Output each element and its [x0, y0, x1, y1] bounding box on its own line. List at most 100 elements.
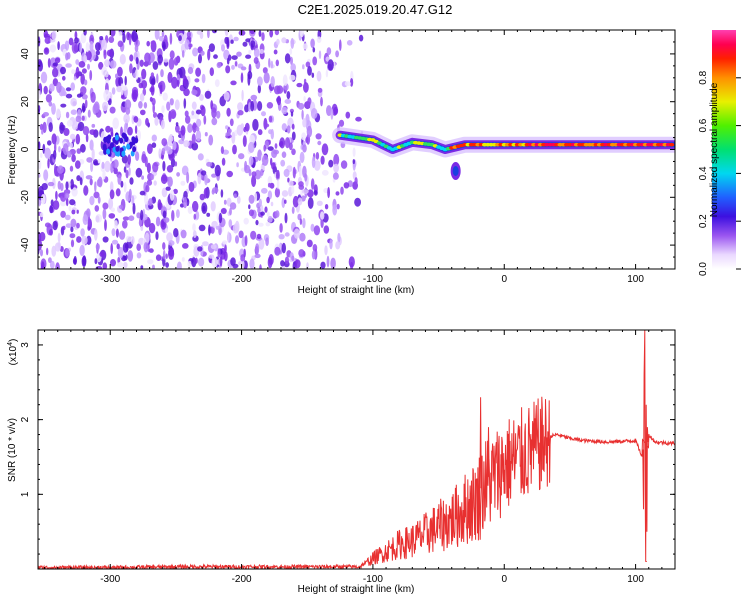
- spectrogram-hotspot-blob: [132, 146, 137, 153]
- spectrogram-noise-blob: [217, 248, 221, 258]
- spectrogram-noise-blob: [237, 110, 244, 116]
- spectrogram-noise-blob: [123, 181, 127, 193]
- spectrogram-noise-blob: [207, 30, 210, 39]
- spectrogram-noise-blob: [211, 220, 218, 228]
- spectrogram-hotspot-blob: [123, 133, 127, 140]
- spectrogram-noise-blob: [68, 205, 72, 212]
- spectrogram-noise-blob: [79, 244, 85, 257]
- spectrogram-noise-blob: [279, 223, 283, 233]
- spectrogram-noise-blob: [332, 172, 339, 180]
- spectrogram-noise-blob: [274, 30, 280, 36]
- spectrogram-noise-blob: [44, 147, 51, 159]
- spectrogram-noise-blob: [76, 93, 82, 98]
- spectrogram-noise-blob: [253, 47, 260, 58]
- spectrogram-noise-blob: [60, 210, 66, 218]
- spectrogram-noise-blob: [255, 219, 259, 226]
- spectrogram-noise-blob: [241, 89, 244, 102]
- spectrogram-noise-blob: [152, 61, 159, 70]
- spectrogram-noise-blob: [208, 224, 211, 236]
- spectrogram-noise-blob: [208, 254, 215, 259]
- spectrogram-noise-blob: [225, 125, 229, 130]
- spectrogram-noise-blob: [87, 216, 91, 228]
- spectrogram-noise-blob: [335, 191, 340, 196]
- spectrogram-noise-blob: [58, 146, 61, 153]
- spectrogram-noise-blob: [302, 144, 307, 153]
- spectrogram-noise-blob: [339, 39, 342, 51]
- snr-y-multiplier: (x104): [7, 339, 19, 366]
- spectrogram-noise-blob: [94, 205, 100, 212]
- spectrogram-noise-blob: [323, 225, 330, 234]
- spectrogram-noise-blob: [103, 89, 111, 102]
- spectrogram-noise-blob: [133, 72, 137, 78]
- spectrogram-noise-blob: [63, 91, 67, 97]
- spectrogram-noise-blob: [54, 163, 57, 176]
- spectrogram-noise-blob: [276, 95, 281, 106]
- spectrogram-noise-blob: [65, 223, 72, 229]
- spectrogram-noise-blob: [166, 232, 173, 242]
- spectrogram-noise-blob: [225, 65, 231, 74]
- spectrogram-noise-blob: [291, 123, 295, 130]
- spectrogram-noise-blob: [116, 85, 122, 93]
- spectrogram-noise-blob: [74, 37, 79, 44]
- spectrogram-noise-blob: [38, 159, 42, 170]
- spectrogram-noise-blob: [208, 43, 215, 52]
- spectrogram-noise-blob: [284, 212, 288, 224]
- spectrogram-noise-blob: [307, 97, 312, 106]
- spectrogram-noise-blob: [87, 63, 90, 70]
- spectrogram-noise-blob: [221, 44, 225, 52]
- spectrogram-noise-blob: [97, 158, 101, 164]
- spectrogram-noise-blob: [214, 164, 221, 177]
- spectrogram-noise-blob: [119, 54, 126, 65]
- spectrogram-noise-blob: [311, 72, 315, 78]
- spectrogram-noise-blob: [117, 40, 124, 48]
- spectrogram-noise-blob: [171, 210, 175, 222]
- spectrogram-noise-blob: [161, 30, 165, 37]
- spectrogram-noise-blob: [312, 244, 318, 252]
- spectrogram-noise-blob: [111, 87, 116, 95]
- spectrogram-noise-blob: [326, 255, 330, 268]
- spectrogram-noise-blob: [229, 202, 237, 210]
- spectrogram-hotspot-blob: [115, 145, 120, 152]
- spectrogram-noise-blob: [159, 84, 163, 95]
- spectrogram-noise-blob: [227, 231, 230, 243]
- spectrogram-noise-blob: [110, 30, 116, 37]
- spectrogram-noise-blob: [350, 78, 354, 87]
- spectrogram-noise-blob: [248, 204, 251, 210]
- spectrogram-x-tick-label: 0: [501, 274, 507, 285]
- spectrogram-noise-blob: [71, 41, 79, 54]
- spectrogram-noise-blob: [237, 102, 244, 112]
- spectrogram-noise-blob: [325, 69, 329, 78]
- spectrogram-noise-blob: [80, 143, 86, 153]
- spectrogram-noise-blob: [302, 118, 307, 128]
- spectrogram-noise-blob: [102, 202, 109, 210]
- spectrogram-noise-blob: [238, 230, 244, 239]
- spectrogram-noise-blob: [81, 68, 87, 74]
- spectrogram-noise-blob: [136, 252, 142, 259]
- spectrogram-noise-blob: [93, 191, 100, 199]
- spectrogram-noise-blob: [102, 169, 106, 180]
- spectrogram-noise-blob: [346, 40, 353, 46]
- spectrogram-noise-blob: [155, 254, 162, 261]
- spectrogram-noise-blob: [315, 152, 320, 160]
- spectrogram-noise-blob: [118, 204, 124, 210]
- spectrogram-noise-blob: [304, 172, 308, 182]
- spectrogram-noise-blob: [138, 101, 143, 109]
- spectrogram-noise-blob: [281, 190, 289, 197]
- spectrogram-noise-blob: [57, 232, 61, 243]
- spectrogram-noise-blob: [52, 220, 58, 231]
- spectrogram-noise-blob: [289, 108, 294, 113]
- spectrogram-noise-blob: [257, 101, 263, 111]
- spectrogram-noise-blob: [302, 217, 306, 229]
- spectrogram-noise-blob: [324, 245, 328, 256]
- spectrogram-noise-blob: [316, 70, 322, 82]
- spectrogram-noise-blob: [223, 91, 230, 101]
- spectrogram-noise-blob: [147, 259, 154, 265]
- spectrogram-noise-blob: [91, 148, 95, 160]
- spectrogram-noise-blob: [148, 198, 153, 206]
- spectrogram-noise-blob: [259, 264, 262, 269]
- spectrogram-noise-blob: [94, 228, 98, 241]
- spectrogram-noise-blob: [320, 155, 325, 165]
- spectrogram-noise-blob: [261, 111, 266, 117]
- spectrogram-noise-blob: [173, 228, 179, 238]
- spectrogram-noise-blob: [123, 166, 127, 173]
